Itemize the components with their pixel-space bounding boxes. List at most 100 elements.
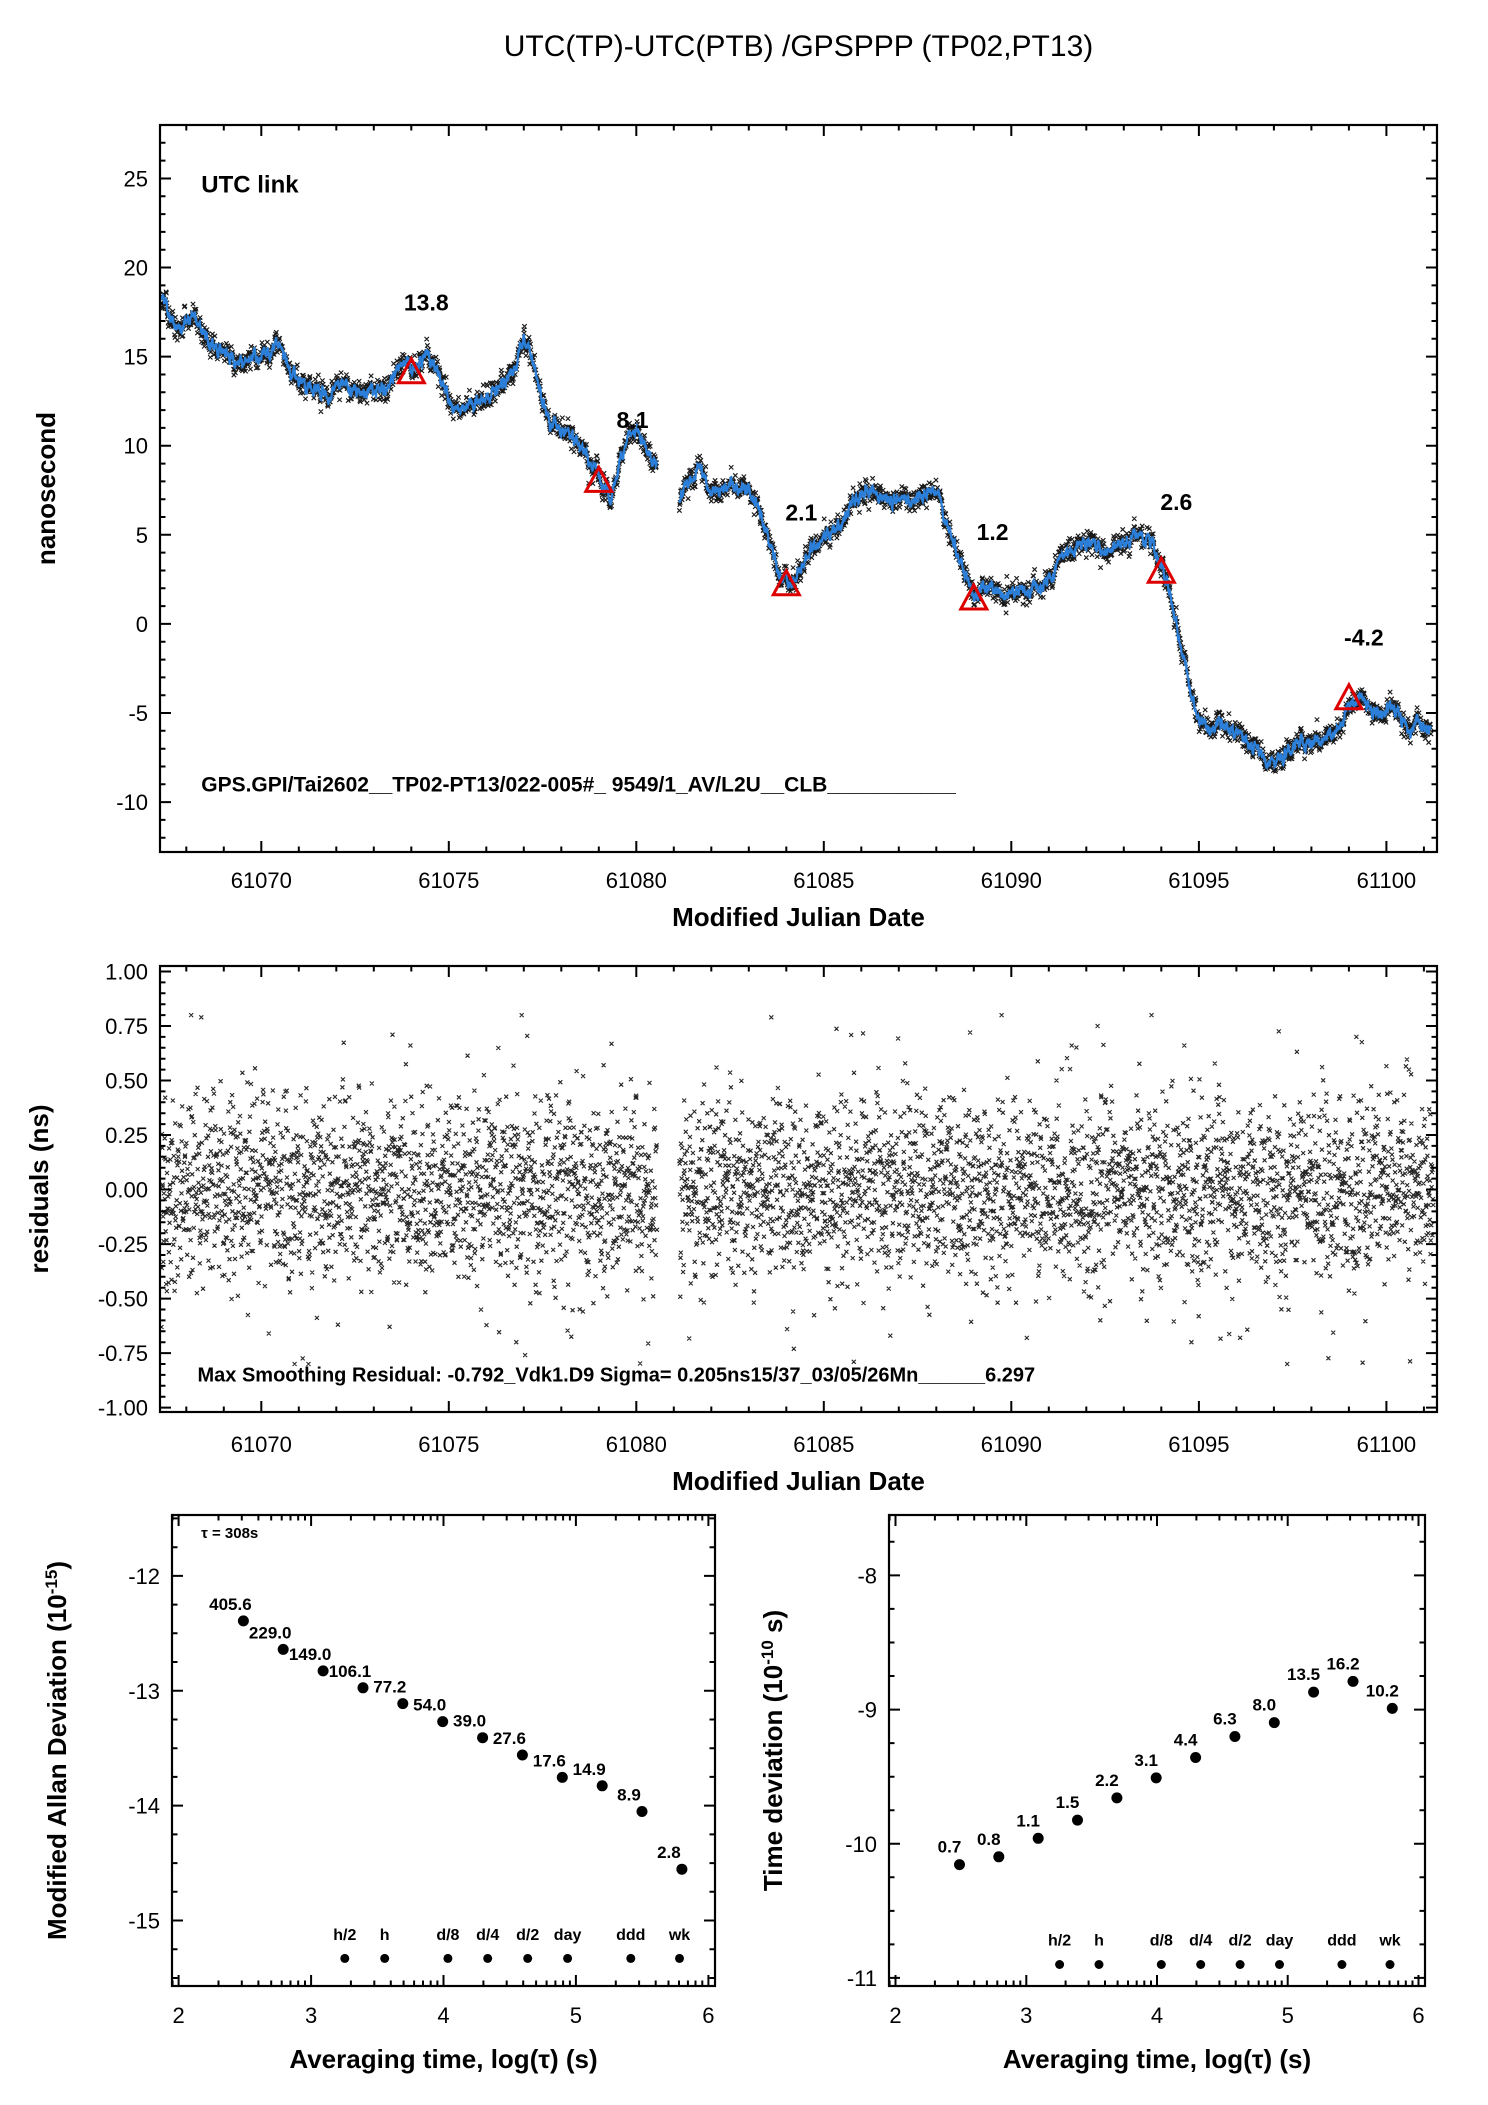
mdev-point — [477, 1732, 489, 1744]
calendar-tick-dot — [443, 1953, 453, 1963]
tdev-point — [1268, 1717, 1280, 1729]
mdev-point-label: 2.8 — [657, 1843, 681, 1862]
tdev-point-label: 1.1 — [1016, 1811, 1040, 1830]
x-tick-label: 61095 — [1168, 1432, 1229, 1457]
y-tick-label: 5 — [136, 523, 148, 548]
residuals-chart: 61070 61075 61080 61085 61090 61095 61100 -1.00… — [24, 960, 1439, 1496]
calendar-tick-dot — [1055, 1960, 1065, 1969]
tdev-point — [1347, 1675, 1359, 1687]
y-tick-label: -11 — [847, 1966, 877, 1991]
residual-stats-annotation: Max Smoothing Residual: -0.792_Vdk1.D9 S… — [198, 1364, 1036, 1386]
mdev-point — [516, 1749, 528, 1761]
tdev-point-label: 13.5 — [1287, 1665, 1320, 1684]
mdev-point-label: 8.9 — [617, 1786, 641, 1805]
y-tick-label: -0.75 — [98, 1341, 148, 1366]
x-tick-label: 61095 — [1168, 868, 1229, 893]
mdev-point — [397, 1698, 409, 1710]
calendar-tick-label: day — [554, 1927, 582, 1944]
y-tick-label: -10 — [116, 790, 148, 815]
calendar-tick-dot — [1094, 1960, 1104, 1969]
residuals-layer — [161, 1012, 1436, 1367]
x-tick-label: 61070 — [231, 868, 292, 893]
residual-markers — [161, 1012, 1436, 1367]
tdev-point-label: 0.7 — [938, 1838, 962, 1857]
mdev-point-label: 229.0 — [249, 1623, 292, 1642]
calendar-tick-label: d/4 — [476, 1927, 499, 1944]
y-axis-label: Modified Allan Deviation (10-15) — [42, 1561, 72, 1940]
tdev-point — [1032, 1832, 1044, 1844]
mdev-chart: 2 3 4 5 6 -15 -14 -13 -12 Averaging time, log(τ) … — [42, 1513, 717, 2074]
y-tick-label: 0.00 — [105, 1178, 148, 1203]
mdev-point-label: 77.2 — [373, 1678, 406, 1697]
x-tick-label: 61090 — [981, 868, 1042, 893]
calendar-tick-dot — [340, 1953, 350, 1963]
tdev-point — [1308, 1686, 1320, 1698]
x-tick-label: 61075 — [418, 1432, 479, 1457]
x-tick-label: 3 — [305, 2003, 317, 2028]
x-tick-label: 2 — [889, 2003, 901, 2028]
y-tick-label: 0 — [136, 612, 148, 637]
x-tick-label: 6 — [1412, 2003, 1424, 2028]
calendar-tick-label: ddd — [1327, 1933, 1356, 1950]
x-tick-label: 6 — [702, 2003, 714, 2028]
x-tick-label: 5 — [1282, 2003, 1294, 2028]
y-tick-label: -13 — [128, 1679, 160, 1704]
chart-title: UTC(TP)-UTC(PTB) /GPSPPP (TP02,PT13) — [503, 30, 1094, 63]
calendar-tick-dot — [1235, 1960, 1245, 1969]
calendar-tick-dot — [563, 1953, 573, 1963]
tau-annotation: τ = 308s — [201, 1525, 258, 1542]
y-tick-label: 0.25 — [105, 1123, 148, 1148]
mdev-point-label: 17.6 — [533, 1751, 566, 1770]
tdev-point — [1386, 1702, 1398, 1714]
calendar-tick-label: d/8 — [1150, 1933, 1173, 1950]
tdev-point-label: 10.2 — [1366, 1681, 1399, 1700]
tdev-point — [1229, 1731, 1241, 1742]
step-marker-triangle — [770, 567, 802, 597]
y-axis-label: residuals (ns) — [24, 1104, 54, 1273]
step-value-label: 8.1 — [617, 407, 649, 433]
x-tick-label: 4 — [1151, 2003, 1163, 2028]
y-tick-label: 1.00 — [105, 960, 148, 985]
y-tick-label: -14 — [128, 1794, 160, 1819]
tdev-point-label: 6.3 — [1213, 1710, 1237, 1729]
step-value-label: 2.6 — [1160, 489, 1192, 515]
calendar-tick-label: h — [1094, 1933, 1104, 1950]
step-marker-triangle — [583, 464, 615, 493]
y-tick-label: -12 — [128, 1564, 160, 1589]
y-tick-label: -1.00 — [98, 1396, 148, 1421]
y-tick-label: 0.75 — [105, 1014, 148, 1039]
step-value-label: 2.1 — [785, 500, 817, 526]
calendar-tick-label: d/2 — [516, 1927, 539, 1944]
step-marker-triangle — [1333, 681, 1365, 711]
tdev-point-label: 4.4 — [1174, 1731, 1198, 1750]
x-axis-label: Averaging time, log(τ) (s) — [1003, 2044, 1311, 2074]
utc-series-layer — [161, 289, 1434, 774]
y-tick-label: 25 — [124, 167, 148, 192]
y-tick-label: -0.25 — [98, 1232, 148, 1257]
link-id-annotation: GPS.GPI/Tai2602__TP02-PT13/022-005#_ 954… — [201, 773, 956, 796]
x-axis-label: Modified Julian Date — [672, 902, 925, 932]
y-tick-label: -15 — [128, 1909, 160, 1934]
y-tick-label: -9 — [857, 1698, 877, 1723]
y-axis-label: nanosecond — [31, 412, 61, 565]
x-tick-label: 61080 — [606, 868, 667, 893]
tdev-point-label: 3.1 — [1134, 1751, 1158, 1770]
calendar-tick-label: h/2 — [1048, 1933, 1071, 1950]
mdev-point — [317, 1665, 329, 1677]
calendar-tick-dot — [483, 1953, 493, 1963]
mdev-point — [556, 1771, 568, 1783]
mdev-point-label: 405.6 — [209, 1595, 252, 1614]
x-tick-label: 61090 — [981, 1432, 1042, 1457]
calendar-tick-dot — [626, 1953, 636, 1963]
x-tick-label: 4 — [437, 2003, 449, 2028]
y-tick-label: 0.50 — [105, 1069, 148, 1094]
x-tick-label: 3 — [1020, 2003, 1032, 2028]
y-axis-label: Time deviation (10-10 s) — [758, 1610, 788, 1891]
y-tick-label: 20 — [124, 256, 148, 281]
tdev-point-label: 2.2 — [1095, 1771, 1119, 1790]
x-tick-label: 61100 — [1357, 868, 1417, 893]
calendar-tick-dot — [1156, 1960, 1166, 1969]
step-marker-triangle — [958, 581, 990, 611]
